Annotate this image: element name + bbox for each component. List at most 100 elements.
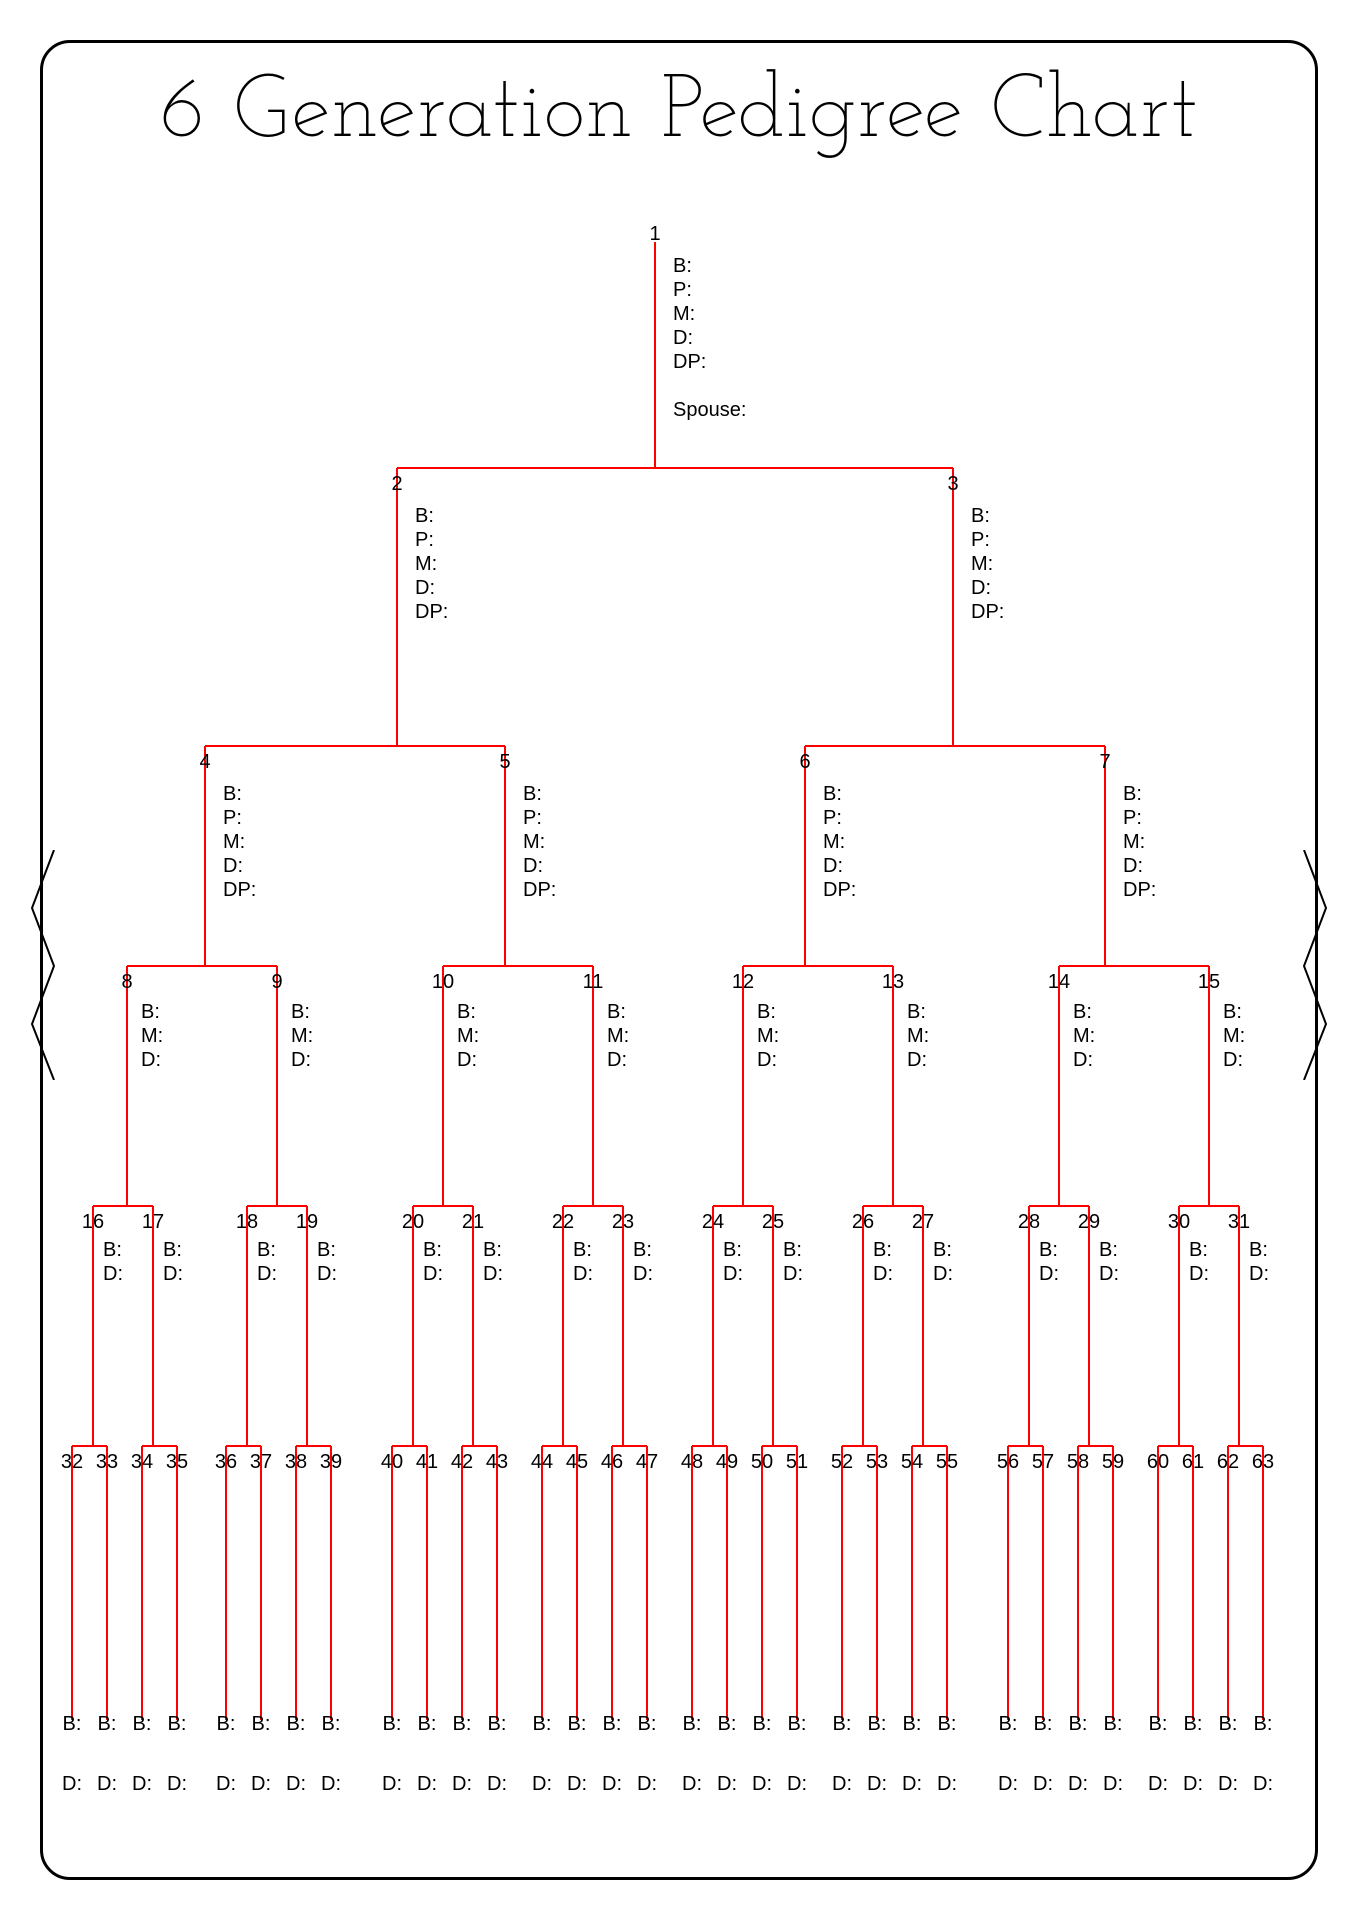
svg-text:55: 55 bbox=[936, 1451, 958, 1473]
svg-text:34: 34 bbox=[131, 1451, 153, 1473]
svg-text:M:: M: bbox=[823, 831, 845, 853]
svg-text:D:: D: bbox=[1099, 1263, 1119, 1285]
svg-text:D:: D: bbox=[937, 1773, 957, 1795]
svg-text:P:: P: bbox=[1123, 807, 1142, 829]
svg-text:B:: B: bbox=[133, 1713, 152, 1735]
svg-text:D:: D: bbox=[1033, 1773, 1053, 1795]
svg-text:D:: D: bbox=[415, 577, 435, 599]
svg-text:B:: B: bbox=[1123, 783, 1142, 805]
svg-text:30: 30 bbox=[1168, 1211, 1190, 1233]
svg-text:21: 21 bbox=[462, 1211, 484, 1233]
svg-text:D:: D: bbox=[633, 1263, 653, 1285]
svg-text:D:: D: bbox=[452, 1773, 472, 1795]
svg-text:58: 58 bbox=[1067, 1451, 1089, 1473]
svg-text:B:: B: bbox=[1184, 1713, 1203, 1735]
svg-text:11: 11 bbox=[583, 971, 604, 993]
svg-text:16: 16 bbox=[82, 1211, 104, 1233]
svg-text:B:: B: bbox=[1223, 1001, 1242, 1023]
svg-text:B:: B: bbox=[607, 1001, 626, 1023]
svg-text:25: 25 bbox=[762, 1211, 784, 1233]
svg-text:D:: D: bbox=[97, 1773, 117, 1795]
svg-text:DP:: DP: bbox=[223, 879, 256, 901]
svg-text:B:: B: bbox=[1219, 1713, 1238, 1735]
svg-text:B:: B: bbox=[457, 1001, 476, 1023]
svg-text:53: 53 bbox=[866, 1451, 888, 1473]
svg-text:M:: M: bbox=[673, 303, 695, 325]
svg-text:10: 10 bbox=[432, 971, 454, 993]
svg-text:B:: B: bbox=[823, 783, 842, 805]
svg-text:D:: D: bbox=[832, 1773, 852, 1795]
svg-text:38: 38 bbox=[285, 1451, 307, 1473]
svg-text:D:: D: bbox=[998, 1773, 1018, 1795]
svg-text:B:: B: bbox=[718, 1713, 737, 1735]
svg-text:D:: D: bbox=[717, 1773, 737, 1795]
svg-text:P:: P: bbox=[223, 807, 242, 829]
svg-text:56: 56 bbox=[997, 1451, 1019, 1473]
svg-text:D:: D: bbox=[487, 1773, 507, 1795]
svg-text:D:: D: bbox=[163, 1263, 183, 1285]
svg-text:D:: D: bbox=[251, 1773, 271, 1795]
svg-text:D:: D: bbox=[757, 1049, 777, 1071]
svg-text:DP:: DP: bbox=[823, 879, 856, 901]
svg-text:P:: P: bbox=[673, 279, 692, 301]
svg-text:B:: B: bbox=[788, 1713, 807, 1735]
svg-text:20: 20 bbox=[402, 1211, 424, 1233]
svg-text:P:: P: bbox=[523, 807, 542, 829]
svg-text:29: 29 bbox=[1078, 1211, 1100, 1233]
svg-text:28: 28 bbox=[1018, 1211, 1040, 1233]
svg-text:2: 2 bbox=[391, 473, 402, 495]
svg-text:B:: B: bbox=[217, 1713, 236, 1735]
svg-text:D:: D: bbox=[787, 1773, 807, 1795]
svg-text:D:: D: bbox=[286, 1773, 306, 1795]
svg-text:D:: D: bbox=[103, 1263, 123, 1285]
svg-text:B:: B: bbox=[1099, 1239, 1118, 1261]
svg-text:B:: B: bbox=[783, 1239, 802, 1261]
svg-text:B:: B: bbox=[317, 1239, 336, 1261]
svg-text:D:: D: bbox=[607, 1049, 627, 1071]
svg-text:B:: B: bbox=[1034, 1713, 1053, 1735]
svg-text:8: 8 bbox=[121, 971, 132, 993]
svg-text:B:: B: bbox=[933, 1239, 952, 1261]
svg-text:B:: B: bbox=[383, 1713, 402, 1735]
svg-text:36: 36 bbox=[215, 1451, 237, 1473]
svg-text:39: 39 bbox=[320, 1451, 342, 1473]
svg-text:D:: D: bbox=[933, 1263, 953, 1285]
svg-text:B:: B: bbox=[423, 1239, 442, 1261]
svg-text:49: 49 bbox=[716, 1451, 738, 1473]
svg-text:27: 27 bbox=[912, 1211, 934, 1233]
svg-text:B:: B: bbox=[533, 1713, 552, 1735]
svg-text:B:: B: bbox=[568, 1713, 587, 1735]
svg-text:P:: P: bbox=[971, 529, 990, 551]
svg-text:17: 17 bbox=[142, 1211, 164, 1233]
svg-text:B:: B: bbox=[603, 1713, 622, 1735]
svg-text:P:: P: bbox=[823, 807, 842, 829]
svg-text:D:: D: bbox=[483, 1263, 503, 1285]
svg-text:B:: B: bbox=[1069, 1713, 1088, 1735]
svg-text:23: 23 bbox=[612, 1211, 634, 1233]
svg-text:D:: D: bbox=[867, 1773, 887, 1795]
svg-text:D:: D: bbox=[573, 1263, 593, 1285]
svg-text:D:: D: bbox=[62, 1773, 82, 1795]
svg-text:B:: B: bbox=[833, 1713, 852, 1735]
svg-text:32: 32 bbox=[61, 1451, 83, 1473]
svg-text:M:: M: bbox=[607, 1025, 629, 1047]
svg-text:B:: B: bbox=[1249, 1239, 1268, 1261]
svg-text:42: 42 bbox=[451, 1451, 473, 1473]
svg-text:B:: B: bbox=[418, 1713, 437, 1735]
svg-text:61: 61 bbox=[1182, 1451, 1204, 1473]
svg-text:B:: B: bbox=[673, 255, 692, 277]
svg-text:D:: D: bbox=[602, 1773, 622, 1795]
svg-text:B:: B: bbox=[723, 1239, 742, 1261]
svg-text:18: 18 bbox=[236, 1211, 258, 1233]
svg-text:B:: B: bbox=[638, 1713, 657, 1735]
svg-text:D:: D: bbox=[132, 1773, 152, 1795]
svg-text:B:: B: bbox=[938, 1713, 957, 1735]
svg-text:B:: B: bbox=[168, 1713, 187, 1735]
svg-text:D:: D: bbox=[291, 1049, 311, 1071]
svg-text:B:: B: bbox=[1039, 1239, 1058, 1261]
svg-text:D:: D: bbox=[167, 1773, 187, 1795]
svg-text:5: 5 bbox=[499, 751, 510, 773]
svg-text:B:: B: bbox=[98, 1713, 117, 1735]
svg-text:14: 14 bbox=[1048, 971, 1070, 993]
svg-text:B:: B: bbox=[868, 1713, 887, 1735]
